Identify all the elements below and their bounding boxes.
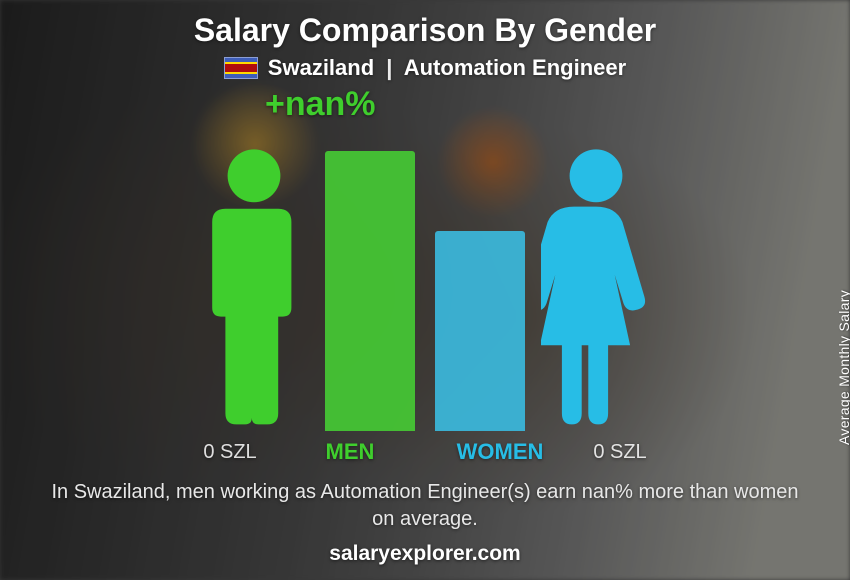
labels-row: 0 SZL MEN WOMEN 0 SZL (125, 439, 725, 465)
subtitle-text: Swaziland | Automation Engineer (268, 55, 626, 81)
women-bar (435, 231, 525, 431)
country-name: Swaziland (268, 55, 374, 80)
content-wrapper: Salary Comparison By Gender Swaziland | … (0, 0, 850, 580)
subtitle-row: Swaziland | Automation Engineer (224, 55, 626, 81)
men-bar-rect (325, 151, 415, 431)
page-title: Salary Comparison By Gender (194, 12, 656, 49)
women-bar-rect (435, 231, 525, 431)
percent-difference-label: +nan% (265, 85, 376, 124)
caption-text: In Swaziland, men working as Automation … (45, 479, 805, 533)
women-value: 0 SZL (565, 439, 675, 465)
women-group (435, 145, 651, 431)
men-group (199, 145, 415, 431)
source-footer: salaryexplorer.com (0, 542, 850, 566)
women-label: WOMEN (455, 439, 545, 465)
swaziland-flag-icon (224, 57, 258, 79)
men-label: MEN (305, 439, 395, 465)
man-icon (199, 145, 309, 431)
gender-salary-chart: +nan% (125, 91, 725, 431)
woman-icon (541, 145, 651, 431)
men-value: 0 SZL (175, 439, 285, 465)
men-bar (325, 151, 415, 431)
y-axis-label: Average Monthly Salary (836, 290, 850, 445)
role-name: Automation Engineer (404, 55, 626, 80)
separator: | (386, 55, 392, 80)
